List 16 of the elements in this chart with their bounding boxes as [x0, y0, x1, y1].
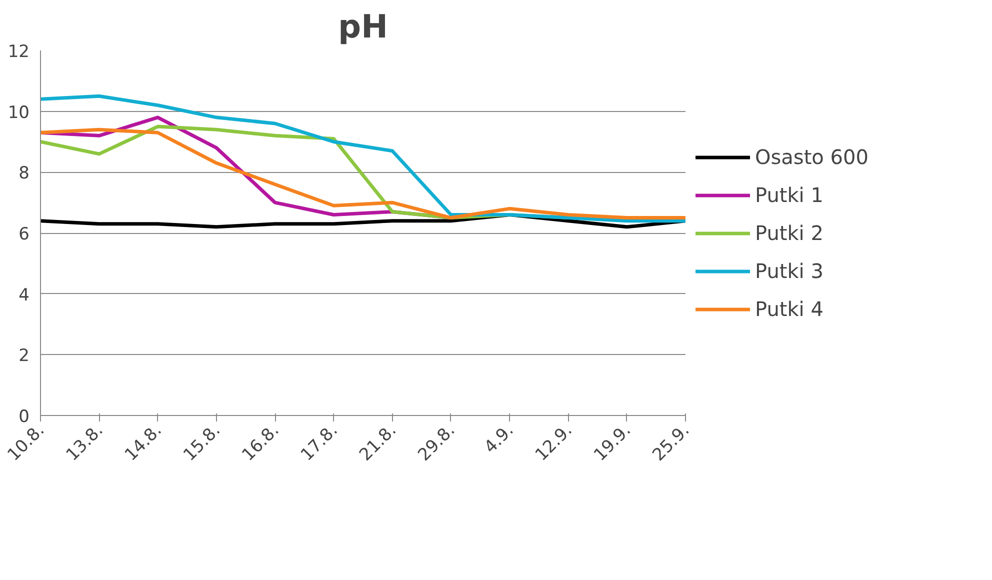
y-tick-label: 4 — [18, 285, 30, 306]
x-tick-label: 4.9. — [480, 420, 518, 458]
legend-label: Putki 4 — [755, 296, 824, 320]
line-series — [40, 94, 686, 223]
legend-label: Putki 3 — [755, 258, 824, 282]
line-series — [40, 128, 686, 220]
y-tick-label: 12 — [8, 42, 30, 62]
legend-label: Osasto 600 — [755, 144, 868, 168]
y-tick-label: 8 — [18, 164, 30, 184]
legend-label: Putki 1 — [755, 182, 824, 206]
legend-label: Putki 2 — [755, 220, 824, 244]
y-tick-label: 10 — [8, 102, 30, 123]
y-tick-label: 2 — [18, 346, 30, 366]
y-tick-label: 0 — [18, 407, 30, 427]
y-tick-label: 6 — [18, 224, 30, 244]
chart-title: pH — [338, 8, 388, 46]
